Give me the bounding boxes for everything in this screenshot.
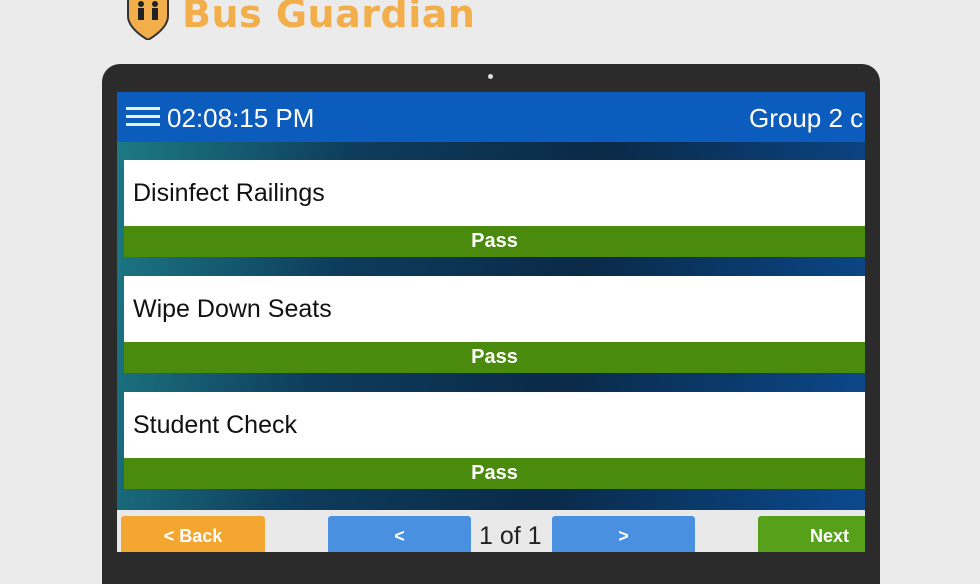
- camera-dot: [488, 74, 493, 79]
- item-label: Disinfect Railings: [124, 160, 865, 226]
- page-indicator: 1 of 1: [479, 522, 542, 550]
- app-screen: 02:08:15 PM Group 2 c Disinfect Railings…: [117, 92, 865, 552]
- checklist-item: Disinfect Railings Pass: [124, 160, 865, 257]
- item-label: Wipe Down Seats: [124, 276, 865, 342]
- group-label: Group 2 c: [749, 103, 864, 133]
- hamburger-icon[interactable]: [126, 107, 160, 127]
- next-page-button[interactable]: >: [552, 516, 695, 552]
- back-button[interactable]: < Back: [121, 516, 265, 552]
- footer-bar: < Back < 1 of 1 > Next: [117, 510, 865, 552]
- app-header: 02:08:15 PM Group 2 c: [117, 92, 865, 142]
- checklist-item: Wipe Down Seats Pass: [124, 276, 865, 373]
- item-label: Student Check: [124, 392, 865, 458]
- pass-button[interactable]: Pass: [124, 458, 865, 489]
- clock: 02:08:15 PM: [167, 103, 315, 133]
- logo-shield-icon: [127, 0, 169, 40]
- brand-title: Bus Guardian: [182, 0, 476, 36]
- pass-button[interactable]: Pass: [124, 226, 865, 257]
- previous-page-button[interactable]: <: [328, 516, 471, 552]
- next-button[interactable]: Next: [758, 516, 865, 552]
- pass-button[interactable]: Pass: [124, 342, 865, 373]
- checklist-item: Student Check Pass: [124, 392, 865, 489]
